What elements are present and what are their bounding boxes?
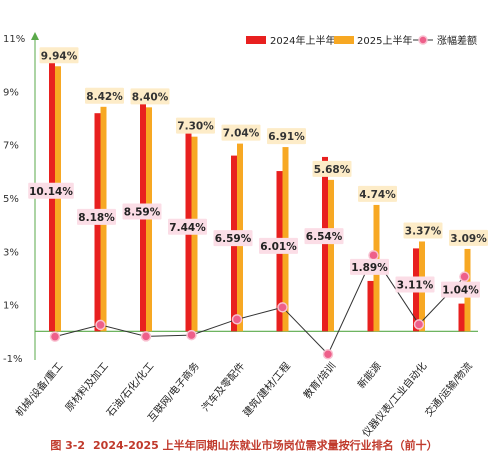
line-point — [231, 314, 243, 325]
x-tick-label: 交通/运输/物流 — [422, 360, 475, 419]
bar-2025 — [55, 66, 61, 332]
figure-number: 图 3-2 — [50, 439, 86, 452]
line-point — [459, 271, 470, 282]
legend: 2024年上半年 2025上半年 涨幅差额 — [246, 34, 477, 47]
y-tick-label: 7% — [3, 141, 19, 152]
data-label-2024-box — [304, 228, 344, 245]
y-tick-label: 3% — [3, 247, 19, 258]
y-tick-label: 11% — [3, 34, 25, 45]
line-point — [413, 319, 425, 330]
data-label-2024-box — [168, 218, 207, 235]
figure-title: 2024-2025 上半年同期山东就业市场岗位需求量按行业排名（前十） — [93, 439, 438, 452]
x-tick-label: 机械/设备/重工 — [12, 360, 65, 419]
data-label-2024: 6.01% — [260, 241, 297, 253]
data-label-2024: 10.14% — [29, 186, 73, 198]
data-label-2025: 5.68% — [314, 164, 351, 176]
data-label-2024: 6.59% — [215, 233, 252, 245]
data-label-2025: 7.04% — [223, 128, 260, 140]
line-point — [49, 331, 61, 342]
x-axis-labels: 机械/设备/重工原材料及加工石油/石化/化工互联网/电子商务汽车及零配件建筑/建… — [12, 360, 474, 440]
legend-label-2024: 2024年上半年 — [270, 34, 335, 47]
data-label-2025-box — [130, 88, 170, 105]
y-tick-label: 1% — [3, 301, 19, 312]
line-point — [277, 302, 288, 313]
data-label-2025: 6.91% — [268, 131, 305, 143]
data-label-2024: 3.11% — [397, 280, 434, 292]
data-label-2024-box — [441, 281, 480, 298]
data-label-2025-box — [39, 47, 79, 64]
data-label-2024-box — [259, 237, 298, 254]
data-label-2025-box — [358, 185, 397, 202]
line-point — [322, 349, 334, 360]
data-label-2025: 4.74% — [359, 189, 396, 201]
data-label-2025: 8.40% — [132, 91, 169, 103]
line-series — [49, 250, 470, 360]
line-path — [54, 254, 465, 356]
data-label-2024: 1.89% — [351, 262, 388, 274]
data-label-2025: 3.37% — [405, 225, 442, 237]
data-label-2024-box — [350, 258, 389, 275]
data-label-2024-box — [395, 276, 435, 293]
y-tick-label: 5% — [3, 194, 19, 205]
data-label-2025-box — [403, 222, 443, 239]
line-point — [186, 329, 197, 341]
y-tick-label: 9% — [3, 87, 19, 98]
data-label-2025: 8.42% — [86, 91, 123, 103]
legend-marker — [418, 35, 428, 45]
data-label-2024-box — [122, 203, 162, 220]
legend-label-2025: 2025上半年 — [357, 34, 412, 47]
data-label-2024: 6.54% — [306, 231, 343, 243]
data-label-2025-box — [85, 87, 124, 104]
legend-swatch-2024 — [246, 36, 266, 44]
data-label-2025-box — [267, 128, 306, 145]
data-label-2025-box — [176, 117, 215, 134]
figure-caption: 图 3-2 2024-2025 上半年同期山东就业市场岗位需求量按行业排名（前十） — [0, 437, 488, 453]
x-tick-label: 汽车及零配件 — [199, 360, 248, 414]
x-tick-label: 新能源 — [355, 360, 384, 391]
line-point — [95, 319, 106, 331]
data-label-2025-box — [221, 124, 261, 141]
data-label-2025: 9.94% — [41, 50, 78, 62]
data-label-2024: 8.18% — [78, 212, 115, 224]
data-label-2024: 7.44% — [169, 222, 206, 234]
bar-2024 — [367, 280, 374, 332]
data-label-2025: 3.09% — [450, 233, 487, 245]
bar-2025 — [328, 179, 334, 332]
data-label-2024: 8.59% — [124, 206, 161, 218]
y-axis: -1% 1% 3% 5% 7% 9% 11% — [3, 32, 478, 365]
legend-swatch-2025 — [334, 36, 354, 44]
data-label-2025-box — [449, 229, 488, 246]
legend-label-diff: 涨幅差额 — [437, 34, 477, 47]
y-tick-label: -1% — [3, 354, 22, 365]
x-tick-label: 教育/培训 — [300, 360, 338, 402]
data-labels-2024: 10.14% 8.18% 8.59% 7.44% 6.59% 6.01% 6.54% 1.89… — [28, 182, 480, 298]
data-label-2024-box — [28, 182, 74, 199]
line-point — [368, 250, 379, 261]
x-tick-label: 建筑/建材/工程 — [240, 360, 293, 419]
line-point — [140, 331, 152, 342]
bar-2024 — [458, 303, 465, 332]
x-tick-label: 原材料及加工 — [62, 360, 111, 414]
data-label-2024: 1.04% — [442, 285, 479, 297]
data-label-2024-box — [213, 230, 253, 247]
x-tick-label: 石油/石化/化工 — [103, 360, 156, 419]
data-label-2024-box — [77, 208, 116, 225]
data-label-2025-box — [312, 160, 352, 177]
y-axis-arrow — [31, 32, 39, 40]
data-labels-2025: 9.94% 8.42% 8.40% 7.30% 7.04% 6.91% 5.68% 4.74%… — [39, 47, 488, 246]
data-label-2025: 7.30% — [177, 121, 214, 133]
